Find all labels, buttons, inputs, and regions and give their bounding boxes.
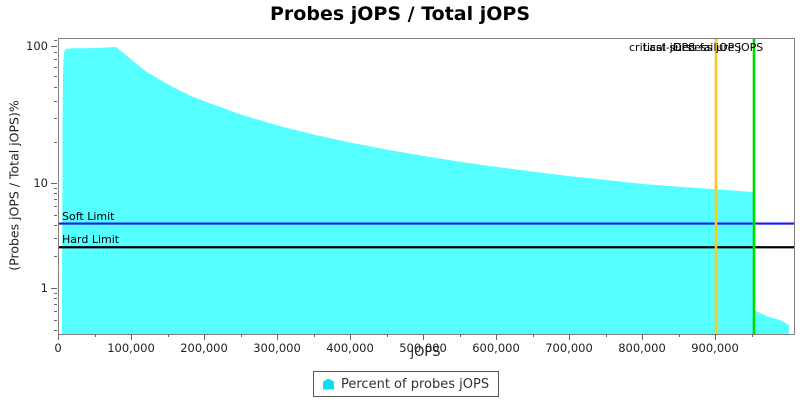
plot-area: Soft Limit Hard Limit critical-jOPS Last… — [58, 38, 795, 335]
y-minor-tick-mark — [54, 67, 57, 69]
x-minor-tick-mark — [386, 334, 388, 337]
y-minor-tick-mark — [54, 319, 57, 321]
y-minor-tick-mark — [54, 40, 57, 42]
hard-limit-label: Hard Limit — [62, 233, 120, 246]
x-tick-mark — [131, 334, 132, 340]
y-tick-label: 1 — [40, 281, 48, 295]
x-tick-label: 400,000 — [326, 341, 374, 355]
y-minor-tick-mark — [54, 292, 57, 294]
x-minor-tick-mark — [240, 334, 242, 337]
y-minor-tick-mark — [54, 193, 57, 195]
x-minor-tick-mark — [459, 334, 461, 337]
y-minor-tick-mark — [54, 206, 57, 208]
y-minor-tick-mark — [54, 59, 57, 61]
x-tick-label: 800,000 — [618, 341, 666, 355]
x-tick-mark — [569, 334, 570, 340]
x-tick-label: 700,000 — [545, 341, 593, 355]
x-tick-label: 200,000 — [180, 341, 228, 355]
x-minor-tick-mark — [532, 334, 534, 337]
y-minor-tick-mark — [54, 76, 57, 78]
y-minor-tick-mark — [54, 256, 57, 258]
y-tick-label: 100 — [26, 39, 48, 53]
y-minor-tick-mark — [54, 100, 57, 102]
x-tick-mark — [277, 334, 278, 340]
probes-percent-area — [61, 47, 789, 334]
y-minor-tick-mark — [54, 298, 57, 300]
y-minor-tick-mark — [54, 187, 57, 189]
x-tick-mark — [496, 334, 497, 340]
x-minor-tick-mark — [605, 334, 607, 337]
x-tick-mark — [423, 334, 424, 340]
x-tick-mark — [204, 334, 205, 340]
y-minor-tick-mark — [54, 199, 57, 201]
legend-area-marker-icon — [323, 378, 334, 390]
x-tick-mark — [58, 334, 59, 340]
soft-limit-label: Soft Limit — [62, 210, 115, 223]
x-minor-tick-mark — [751, 334, 753, 337]
x-tick-label: 600,000 — [472, 341, 520, 355]
last-success-jops-label: Last success jOPS — [643, 41, 742, 54]
y-tick-label: 10 — [33, 176, 48, 190]
x-minor-tick-mark — [94, 334, 96, 337]
x-tick-label: 0 — [54, 341, 62, 355]
critical-jops-label: critical-jOPS — [629, 41, 696, 54]
y-minor-tick-mark — [54, 224, 57, 226]
x-tick-mark — [715, 334, 716, 340]
x-minor-tick-mark — [678, 334, 680, 337]
y-minor-tick-mark — [54, 237, 57, 239]
x-tick-label: 900,000 — [691, 341, 739, 355]
y-minor-tick-mark — [54, 329, 57, 331]
y-minor-tick-mark — [54, 214, 57, 216]
y-tick-mark — [51, 46, 57, 47]
x-minor-tick-mark — [313, 334, 315, 337]
y-minor-tick-mark — [54, 52, 57, 54]
legend: Percent of probes jOPS — [313, 371, 500, 397]
y-tick-mark — [51, 288, 57, 289]
x-tick-mark — [350, 334, 351, 340]
y-minor-tick-mark — [54, 311, 57, 313]
first-failure-jops-label: First failure jOPS — [673, 41, 764, 54]
x-tick-label: 500,000 — [399, 341, 447, 355]
y-minor-tick-mark — [54, 117, 57, 119]
x-axis-label: jOPS — [410, 345, 441, 360]
y-minor-tick-mark — [54, 141, 57, 143]
y-minor-tick-mark — [54, 87, 57, 89]
y-tick-mark — [51, 183, 57, 184]
y-minor-tick-mark — [54, 304, 57, 306]
x-tick-mark — [642, 334, 643, 340]
x-tick-label: 300,000 — [253, 341, 301, 355]
plot-canvas — [59, 39, 794, 334]
legend-label: Percent of probes jOPS — [341, 376, 490, 392]
x-minor-tick-mark — [167, 334, 169, 337]
x-tick-label: 100,000 — [107, 341, 155, 355]
chart-title: Probes jOPS / Total jOPS — [270, 3, 530, 25]
